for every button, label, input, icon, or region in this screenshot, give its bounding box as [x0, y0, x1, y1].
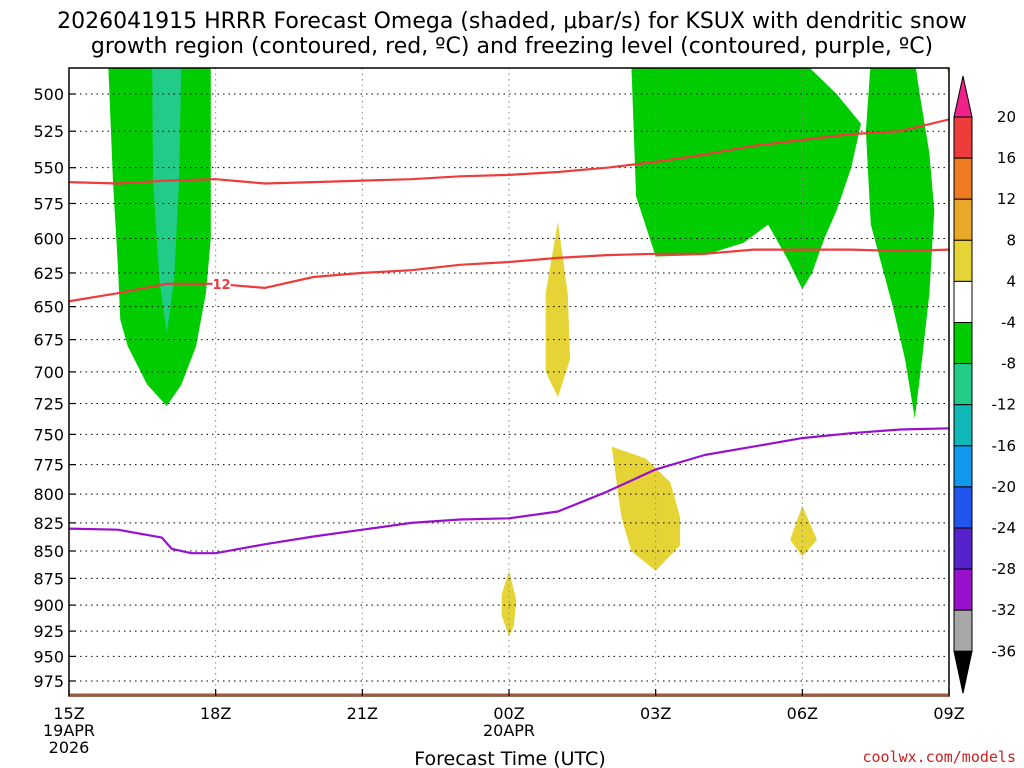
x-tick-date: 20APR: [483, 721, 535, 740]
x-tick-label: 03Z: [640, 704, 671, 723]
colorbar-label: 12: [997, 190, 1016, 208]
y-tick-label: 775: [33, 456, 64, 475]
colorbar-bin: [953, 445, 973, 488]
credit-link[interactable]: coolwx.com/models: [862, 748, 1016, 766]
y-tick-label: 925: [33, 622, 64, 641]
chart-title-line1: 2026041915 HRRR Forecast Omega (shaded, …: [57, 9, 967, 34]
colorbar-bin: [953, 198, 973, 241]
x-tick-label: 00Z: [493, 704, 524, 723]
colorbar-over-arrow: [953, 75, 973, 118]
y-tick-label: 825: [33, 514, 64, 533]
colorbar-label: -36: [992, 642, 1017, 660]
contour-label: 12: [213, 278, 231, 293]
omega-region-8: [790, 505, 817, 557]
colorbar-bin: [953, 280, 973, 323]
x-tick-label: 21Z: [347, 704, 378, 723]
colorbar-bin: [953, 157, 973, 200]
colorbar-under-arrow: [953, 650, 973, 694]
y-tick-label: 700: [33, 363, 64, 382]
y-tick-label: 600: [33, 230, 64, 249]
y-tick-label: 950: [33, 647, 64, 666]
y-tick-label: 975: [33, 672, 64, 691]
y-tick-label: 625: [33, 264, 64, 283]
colorbar-bin: [953, 527, 973, 570]
y-tick-label: 850: [33, 542, 64, 561]
y-tick-label: 650: [33, 298, 64, 317]
colorbar-bin: [953, 322, 973, 365]
y-tick-label: 800: [33, 485, 64, 504]
x-tick-label: 06Z: [787, 704, 818, 723]
x-tick-label: 18Z: [200, 704, 231, 723]
omega-region-2: [152, 68, 182, 334]
omega-region-4: [865, 68, 935, 419]
contour-line-1: [69, 118, 949, 185]
colorbar-bin: [953, 568, 973, 611]
colorbar-label: -12: [992, 396, 1017, 414]
y-tick-label: 675: [33, 331, 64, 350]
contour-line-3: [69, 427, 949, 555]
chart-title-line2: growth region (contoured, red, ºC) and f…: [90, 34, 934, 59]
omega-region-6: [611, 446, 681, 571]
colorbar: 20 16 12 8 4 -4 -8 -12 -16 -20 -24 -28 -32 -36: [953, 75, 1017, 694]
x-tick-year: 2026: [49, 738, 90, 757]
x-tick-label: 15Z: [53, 704, 84, 723]
colorbar-bin: [953, 486, 973, 529]
colorbar-label: -24: [992, 519, 1017, 537]
colorbar-bin: [953, 404, 973, 447]
colorbar-label: -4: [1001, 314, 1016, 332]
colorbar-bin: [953, 239, 973, 282]
omega-shading-layer: [108, 68, 949, 637]
x-tick-label: 09Z: [933, 704, 964, 723]
omega-region-3: [631, 68, 861, 290]
x-tick-date: 19APR: [43, 721, 95, 740]
colorbar-label: 16: [997, 149, 1016, 167]
y-tick-label: 900: [33, 596, 64, 615]
colorbar-label: -28: [992, 560, 1017, 578]
contour-label-bg: [212, 275, 231, 291]
x-axis-label: Forecast Time (UTC): [414, 748, 605, 768]
colorbar-label: -16: [992, 437, 1017, 455]
contour-lines-layer: 12: [69, 118, 949, 555]
colorbar-label: 8: [1006, 231, 1016, 249]
colorbar-bin: [953, 363, 973, 406]
y-tick-label: 500: [33, 85, 64, 104]
colorbar-label: 4: [1006, 272, 1016, 290]
colorbar-label: -32: [992, 601, 1017, 619]
omega-region-7: [501, 570, 517, 637]
y-tick-label: 525: [33, 122, 64, 141]
colorbar-label: -8: [1001, 355, 1016, 373]
colorbar-label: 20: [997, 108, 1016, 126]
y-tick-label: 575: [33, 194, 64, 213]
colorbar-bin: [953, 609, 973, 652]
y-tick-label: 725: [33, 395, 64, 414]
grid-layer: [68, 68, 950, 696]
y-axis: 500 525 550 575 600 625 650 675 700 725 750 775 800 8…: [33, 85, 76, 691]
y-tick-label: 875: [33, 569, 64, 588]
colorbar-label: -20: [992, 478, 1017, 496]
y-tick-label: 750: [33, 425, 64, 444]
omega-region-5: [545, 221, 571, 398]
colorbar-bin: [953, 116, 973, 159]
y-tick-label: 550: [33, 159, 64, 178]
